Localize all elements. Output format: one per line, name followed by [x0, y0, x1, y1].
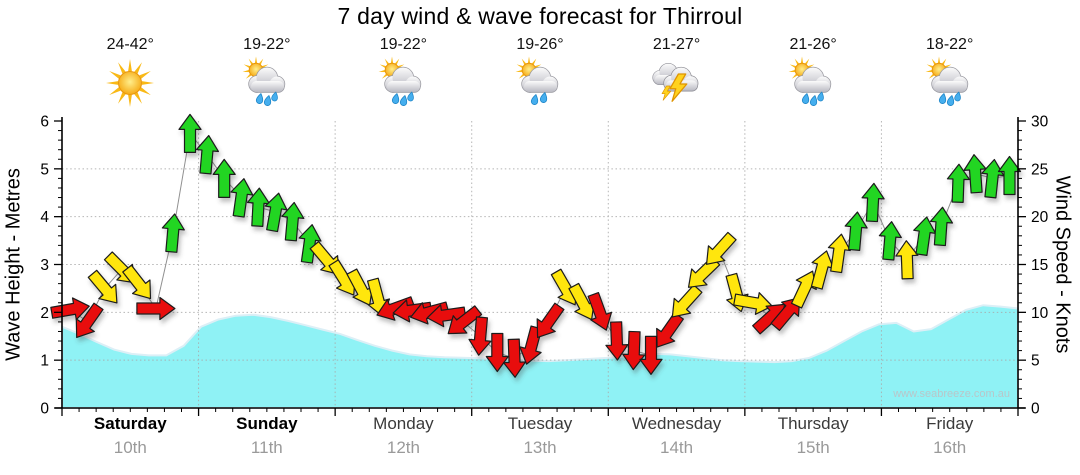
wind-arrow [298, 224, 322, 264]
svg-text:10: 10 [1031, 305, 1049, 322]
wind-arrow [705, 231, 737, 265]
wind-arrow [468, 316, 492, 356]
wave-height-area [61, 304, 1019, 409]
temperature-range: 19-22° [243, 36, 291, 53]
svg-text:5: 5 [1031, 353, 1040, 370]
svg-text:5: 5 [40, 161, 49, 178]
day-date-label: 16th [933, 438, 967, 457]
wind-arrow [447, 305, 483, 335]
wind-arrow [733, 292, 773, 315]
wind-arrow [485, 332, 509, 373]
svg-text:25: 25 [1031, 161, 1048, 178]
svg-text:2: 2 [40, 305, 49, 322]
wind-arrow [87, 269, 118, 304]
wind-arrow [770, 297, 801, 331]
wind-arrow [281, 201, 305, 242]
axis-ticks [54, 120, 1026, 416]
day-header: 19-26° [472, 36, 608, 110]
temperature-range: 21-27° [652, 36, 701, 53]
weather-icon-thunderstorm [651, 62, 698, 102]
temperature-range: 21-26° [789, 36, 837, 53]
day-name-label: Friday [926, 414, 974, 433]
day-date-label: 11th [250, 438, 283, 457]
wind-arrow [997, 155, 1022, 196]
temperature-range: 24-42° [106, 36, 154, 53]
day-name-label: Tuesday [507, 414, 573, 433]
day-date-label: 13th [523, 438, 557, 457]
day-header: 19-22° [335, 36, 471, 110]
svg-text:0: 0 [40, 401, 49, 418]
day-name-label: Monday [373, 414, 434, 433]
day-name-label: Saturday [93, 414, 167, 433]
svg-text:0: 0 [1031, 401, 1040, 418]
page-title: 7 day wind & wave forecast for Thirroul [337, 3, 743, 29]
wind-arrow [725, 272, 749, 313]
svg-text:15: 15 [1031, 257, 1048, 274]
weather-icon-sunny [106, 59, 155, 107]
day-date-label: 10th [113, 438, 147, 457]
day-header: 24-42° [62, 36, 198, 110]
weather-icon-rain-showers [242, 56, 286, 106]
day-name-label: Wednesday [631, 414, 722, 433]
wind-arrow [946, 163, 971, 203]
wind-arrow [790, 270, 817, 309]
wind-arrow [844, 211, 868, 252]
watermark: www.seabreeze.com.au [893, 388, 1010, 400]
wind-arrow [605, 321, 629, 361]
svg-text:30: 30 [1031, 114, 1049, 131]
day-header: 21-27° [609, 36, 745, 110]
wind-arrow [502, 338, 527, 378]
wind-arrow [122, 264, 152, 300]
axis-tick-labels: 0 1 2 3 4 5 6 0 5 10 15 20 25 30 [40, 114, 1048, 418]
wind-arrow [878, 221, 902, 261]
svg-text:3: 3 [40, 257, 49, 274]
wind-arrow [75, 302, 104, 339]
temperature-range: 19-22° [379, 36, 428, 53]
day-header: 21-26° [745, 36, 881, 110]
wind-arrow [827, 233, 851, 274]
weather-icon-rain-showers [788, 56, 832, 106]
wind-arrow [230, 178, 254, 218]
day-date-label: 12th [386, 438, 420, 457]
weather-icon-rain-showers [379, 56, 422, 106]
wind-arrow [536, 302, 565, 339]
wind-arrow [671, 284, 703, 318]
day-name-label: Thursday [777, 414, 849, 433]
wind-arrow [519, 325, 543, 365]
day-date-label: 15th [796, 438, 830, 457]
weather-icon-light-showers [515, 56, 559, 105]
wind-arrows [50, 113, 1022, 378]
day-header: 18-22° [882, 36, 1018, 110]
wind-arrow [981, 158, 1005, 199]
wind-arrow [212, 158, 236, 198]
wind-arrow [136, 296, 176, 321]
svg-text:1: 1 [40, 353, 49, 370]
svg-text:6: 6 [40, 114, 49, 131]
wind-arrow [426, 304, 467, 328]
temperature-range: 18-22° [926, 36, 974, 53]
svg-text:4: 4 [40, 209, 49, 226]
day-name-label: Sunday [236, 414, 298, 433]
wind-arrow [264, 192, 288, 233]
day-date-label: 14th [660, 438, 694, 457]
wind-arrow [195, 134, 220, 175]
wind-arrow [895, 240, 919, 280]
svg-text:20: 20 [1031, 209, 1049, 226]
day-header: 19-22° [199, 36, 335, 110]
weather-icon-rain-showers [925, 56, 968, 106]
wind-arrow [587, 291, 613, 331]
wind-arrow [161, 213, 185, 253]
wind-arrow [861, 182, 885, 223]
wind-arrow [622, 330, 646, 371]
wind-arrow [929, 206, 954, 247]
wind-arrow [178, 113, 202, 153]
temperature-range: 19-26° [516, 36, 564, 53]
